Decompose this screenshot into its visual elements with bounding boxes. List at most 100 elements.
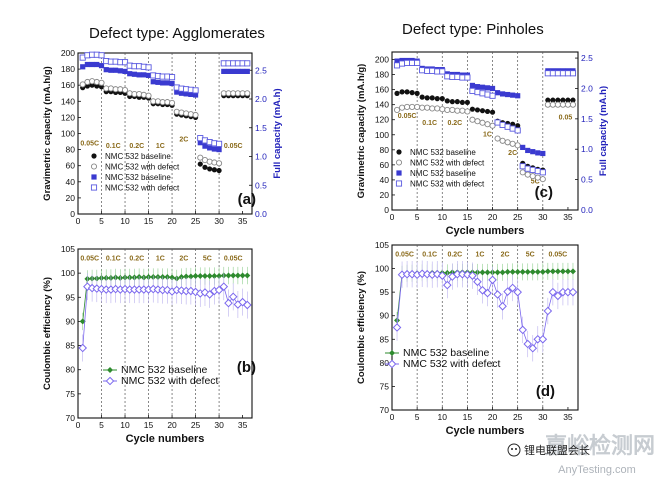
legend-marker [91,174,97,180]
y2-tick-label: 0.0 [581,205,593,215]
legend-label: NMC 532 with defect [410,159,485,168]
x-tick-label: 20 [488,412,498,422]
rate-label: 2C [508,150,517,157]
panel-a: 0 5 10 15 20 25 30 35 0 20 40 60 80 100 120 140 160 180 20… [42,48,283,226]
data-point [393,62,401,69]
data-point [544,101,551,108]
data-point [89,61,95,68]
data-point [515,123,521,129]
data-point [555,97,561,103]
legend-label: NMC 532 with defect [410,180,485,189]
rate-label: 2C [501,251,510,258]
panel-label: (a) [238,191,256,208]
data-point [424,67,431,74]
data-point [559,70,566,77]
data-point [394,90,400,96]
data-point [174,89,180,95]
rate-label: 5C [203,256,212,263]
data-point [474,84,481,90]
data-point [424,95,430,101]
data-point [569,268,576,275]
y-tick-label: 100 [375,130,389,140]
data-point [235,68,241,74]
data-point [559,268,566,275]
data-point [469,87,476,94]
y-tick-label: 80 [380,358,390,368]
data-point [554,101,561,108]
data-point [439,106,446,113]
x-tick-label: 25 [191,216,201,226]
y-tick-label: 160 [375,85,389,95]
data-point [145,64,152,71]
data-point [543,306,553,316]
data-point [499,91,506,97]
legend-label: NMC 532 with defect [121,375,219,387]
data-point [564,101,571,108]
legend-label: NMC 532 baseline [121,364,208,376]
y-tick-label: 40 [66,177,76,187]
data-point [434,68,441,75]
data-point [534,168,541,175]
data-point [524,171,531,178]
data-point [499,269,506,276]
watermark-url: AnyTesting.com [558,464,636,476]
rate-label: 0.2C [129,143,144,150]
y2-tick-label: 2.0 [581,83,593,93]
data-point [524,268,531,275]
data-point [394,58,400,64]
rate-label: 0.05C [549,251,568,258]
y-tick-label: 120 [61,112,75,122]
data-point [569,101,577,108]
data-point [404,89,410,95]
y2-tick-label: 1.0 [255,152,267,162]
data-point [206,273,213,280]
y-tick-label: 105 [375,240,389,250]
data-point [244,60,251,67]
data-point [238,297,247,307]
y-tick-label: 80 [66,365,76,375]
data-point [464,74,471,81]
x-tick-label: 5 [415,412,420,422]
panel-label: (c) [535,184,553,201]
data-point [554,268,561,275]
data-point [529,268,536,275]
data-point [489,122,496,129]
rate-label: 5C [526,251,535,258]
data-point [538,334,548,344]
data-point [469,106,476,112]
data-point [504,123,511,130]
data-point [216,147,222,153]
title-right: Defect type: Pinholes [402,21,544,38]
data-point [520,144,526,151]
data-point [224,298,233,308]
data-point [549,268,556,275]
y-axis-label: Coulombic efficiency (%) [42,277,53,390]
data-point [469,82,476,89]
y-tick-label: 80 [66,145,76,155]
data-point [553,291,563,301]
x-tick-label: 35 [563,412,573,422]
y-axis-label: Gravimetric capacity (mA.h/g) [356,64,367,199]
rate-label: 1C [475,251,484,258]
data-point [444,106,451,113]
panel-b: 0 5 10 15 20 25 30 35 70 75 80 85 90 95 100 105 Coulombi… [42,244,256,445]
data-point [192,92,199,98]
data-point [424,104,431,111]
data-point [544,70,551,77]
x-tick-label: 20 [488,212,498,222]
x-tick-label: 0 [390,412,395,422]
plot-frame [77,248,253,419]
data-point [489,109,496,115]
data-point [434,96,440,102]
data-point [499,137,506,144]
y-tick-label: 95 [380,287,390,297]
data-point [484,108,491,115]
data-point [80,64,86,70]
y-tick-label: 85 [66,341,76,351]
y-tick-label: 60 [66,161,76,171]
data-point [570,97,576,103]
plot-frame [391,51,579,211]
data-point [228,292,238,302]
y-tick-label: 105 [61,244,75,254]
data-point [534,174,541,181]
